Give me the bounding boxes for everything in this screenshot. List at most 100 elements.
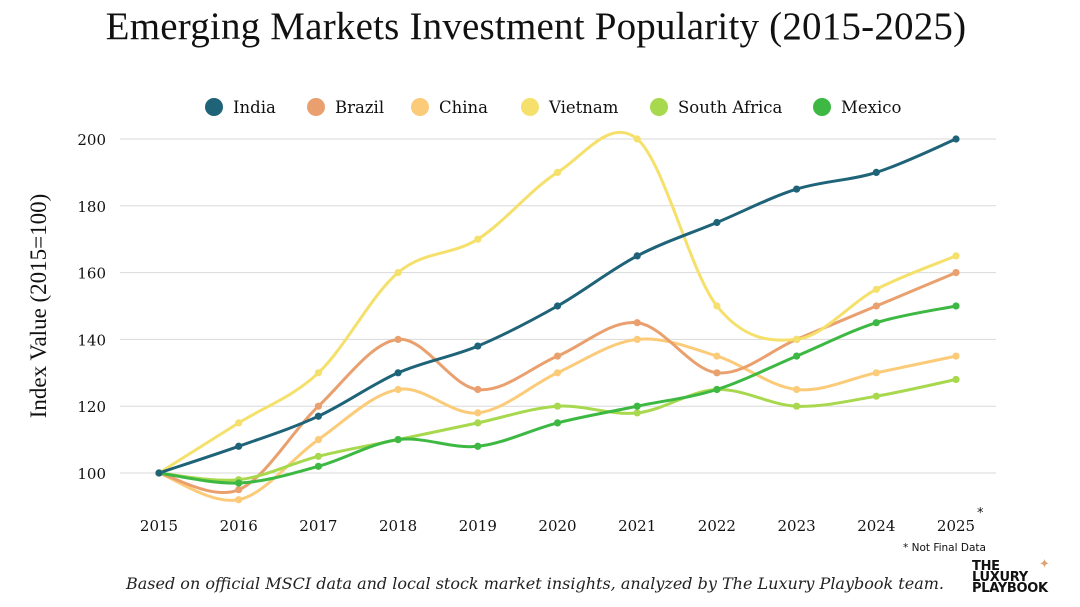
y-axis-label: Index Value (2015=100) <box>26 194 51 419</box>
data-point-south-africa <box>314 452 322 460</box>
data-point-vietnam <box>474 235 482 243</box>
legend-swatch-vietnam <box>521 98 539 116</box>
data-point-india <box>633 252 641 260</box>
data-point-brazil <box>713 369 721 377</box>
data-point-china <box>394 385 402 394</box>
x-tick-label: 2019 <box>459 517 497 535</box>
data-point-south-africa <box>553 402 562 410</box>
data-point-mexico <box>394 436 402 444</box>
y-tick-label: 200 <box>77 131 106 149</box>
y-tick-label: 140 <box>77 331 106 349</box>
legend-label-india: India <box>233 98 276 117</box>
data-point-south-africa <box>474 419 482 427</box>
data-point-china <box>314 436 322 444</box>
data-point-china <box>553 369 562 377</box>
x-tick-label: 2023 <box>778 517 816 535</box>
x-tick-label: 2024 <box>857 517 895 535</box>
data-point-vietnam <box>633 135 641 143</box>
data-point-india <box>793 185 801 193</box>
legend-label-vietnam: Vietnam <box>548 98 619 117</box>
data-point-mexico <box>952 302 960 310</box>
data-point-india <box>394 369 402 377</box>
footnote-marker: * <box>977 506 984 521</box>
data-point-china <box>952 352 960 360</box>
legend-swatch-mexico <box>813 98 831 116</box>
data-point-brazil <box>633 319 641 327</box>
legend-swatch-south-africa <box>650 98 668 116</box>
data-point-south-africa <box>793 402 801 410</box>
logo-line: THE <box>972 559 1000 574</box>
data-point-china <box>235 496 243 504</box>
x-axis: 2015 2016 2017 2018 2019 2020 2021 2022 2023 2024… <box>140 517 975 535</box>
legend: India Brazil China Vietnam South Africa Mexic… <box>205 98 901 117</box>
series-lines <box>157 130 958 502</box>
data-point-india <box>314 412 322 420</box>
not-final-note: * Not Final Data <box>903 542 986 554</box>
y-tick-label: 100 <box>77 465 106 483</box>
data-point-mexico <box>235 479 243 487</box>
data-point-mexico <box>314 462 322 470</box>
data-point-brazil <box>553 352 562 360</box>
data-point-vietnam <box>872 285 880 293</box>
data-point-brazil <box>872 302 880 310</box>
data-point-mexico <box>553 419 562 427</box>
data-point-mexico <box>474 442 482 450</box>
data-point-mexico <box>793 352 801 360</box>
data-point-south-africa <box>872 392 880 400</box>
data-point-brazil <box>235 486 243 494</box>
data-point-india <box>155 469 163 477</box>
data-point-brazil <box>952 269 960 277</box>
data-point-vietnam <box>553 168 562 176</box>
legend-label-mexico: Mexico <box>841 98 901 117</box>
y-axis: 100 120 140 160 180 200 <box>77 131 106 483</box>
legend-swatch-china <box>411 98 429 116</box>
legend-swatch-india <box>205 98 223 116</box>
data-point-vietnam <box>713 302 721 310</box>
data-point-china <box>633 335 641 343</box>
logo-line: LUXURY <box>972 570 1028 585</box>
data-point-south-africa <box>952 375 960 384</box>
data-point-china <box>872 369 880 377</box>
data-point-china <box>713 352 721 360</box>
x-tick-label: 2017 <box>299 517 337 535</box>
data-point-india <box>553 302 562 310</box>
data-point-india <box>474 342 482 350</box>
chart-title: Emerging Markets Investment Popularity (… <box>105 5 967 48</box>
x-tick-label: 2025 <box>937 517 975 535</box>
y-tick-label: 180 <box>77 198 106 216</box>
data-point-vietnam <box>235 419 243 427</box>
legend-label-china: China <box>439 98 488 117</box>
y-tick-label: 120 <box>77 398 106 416</box>
data-point-china <box>793 385 801 394</box>
x-tick-label: 2020 <box>538 517 576 535</box>
series-points <box>155 135 960 504</box>
legend-label-south-africa: South Africa <box>678 98 783 117</box>
data-point-vietnam <box>793 335 801 343</box>
x-tick-label: 2022 <box>698 517 736 535</box>
x-tick-label: 2021 <box>618 517 656 535</box>
data-point-mexico <box>713 385 721 394</box>
data-point-india <box>952 135 960 143</box>
data-point-brazil <box>474 385 482 394</box>
data-point-south-africa <box>633 409 641 417</box>
data-point-india <box>235 442 243 450</box>
data-point-india <box>713 218 721 227</box>
data-point-vietnam <box>314 369 322 377</box>
data-point-china <box>474 409 482 417</box>
sparkle-icon: ✦ <box>1039 557 1050 572</box>
source-note: Based on official MSCI data and local st… <box>126 574 944 593</box>
legend-label-brazil: Brazil <box>335 98 384 117</box>
x-tick-label: 2016 <box>220 517 258 535</box>
data-point-brazil <box>314 402 322 410</box>
x-tick-label: 2015 <box>140 517 178 535</box>
brand-logo: THE LUXURY PLAYBOOK <box>972 559 1072 596</box>
data-point-mexico <box>872 319 880 327</box>
data-point-mexico <box>633 402 641 410</box>
logo-line: PLAYBOOK <box>972 581 1048 596</box>
x-tick-label: 2018 <box>379 517 417 535</box>
data-point-vietnam <box>952 252 960 260</box>
y-tick-label: 160 <box>77 265 106 283</box>
data-point-brazil <box>394 335 402 343</box>
legend-swatch-brazil <box>307 98 325 116</box>
